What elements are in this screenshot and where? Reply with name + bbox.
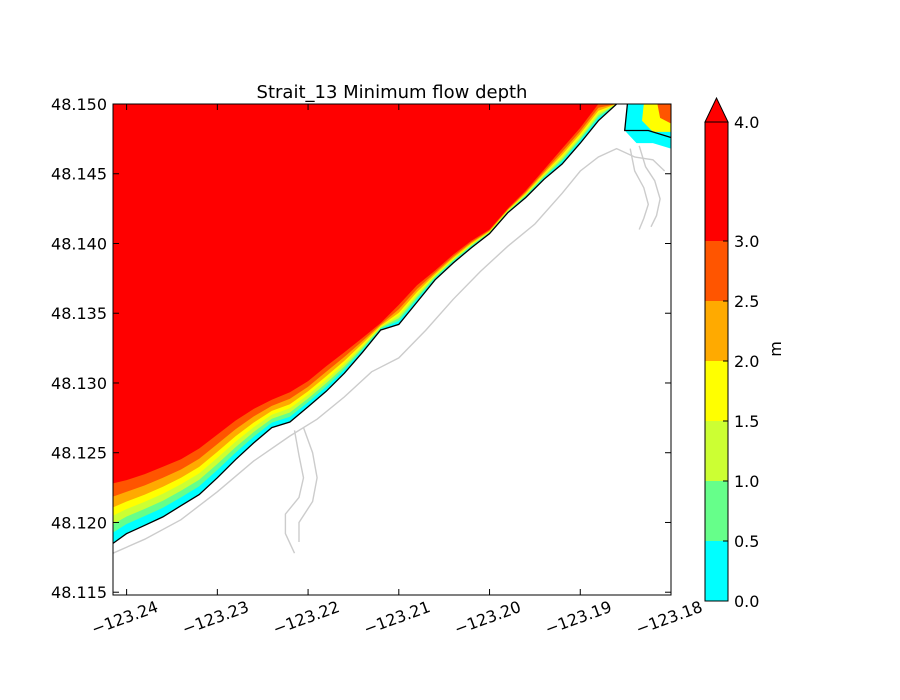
pond-shoreline xyxy=(623,104,671,139)
colorbar-tick-label: 0.0 xyxy=(734,592,759,611)
x-tick-label: −123.19 xyxy=(543,597,615,639)
corner-pond-orange xyxy=(657,104,671,124)
colorbar-tick-label: 4.0 xyxy=(734,113,759,132)
colorbar-tick-label: 1.0 xyxy=(734,472,759,491)
x-tick-label: −123.21 xyxy=(361,597,433,639)
y-tick-label: 48.140 xyxy=(51,234,107,253)
x-tick-label: −123.24 xyxy=(89,597,161,639)
y-tick-label: 48.120 xyxy=(51,513,107,532)
colorbar-segment xyxy=(705,541,728,601)
plot-frame xyxy=(112,103,672,596)
colorbar: 0.0 0.5 1.0 1.5 2.0 2.5 3.0 4.0 xyxy=(704,96,759,611)
colorbar-segment xyxy=(705,241,728,301)
coastline-group xyxy=(113,104,671,554)
colorbar-segment xyxy=(705,481,728,541)
y-tick-label: 48.150 xyxy=(51,95,107,114)
grey-coast-line xyxy=(113,147,666,554)
depth-band-6 xyxy=(113,104,617,484)
x-tick-label: −123.22 xyxy=(270,597,342,639)
shoreline-black xyxy=(113,104,618,544)
grey-creek-line xyxy=(284,430,305,554)
grey-inlet-2-line xyxy=(638,145,661,228)
colorbar-tick-label: 0.5 xyxy=(734,532,759,551)
plot-area: −123.24 −123.23 −123.22 −123.21 −123.20 −123.… xyxy=(51,95,705,639)
colorbar-extend-arrow xyxy=(704,96,729,123)
grey-creek-2-line xyxy=(298,427,318,542)
y-axis: 48.115 48.120 48.125 48.130 48.135 48.140 48.1… xyxy=(51,95,671,602)
y-tick-label: 48.145 xyxy=(51,165,107,184)
colorbar-segment xyxy=(705,122,728,241)
x-tick-label: −123.23 xyxy=(180,597,252,639)
x-tick-label: −123.20 xyxy=(452,597,524,639)
colorbar-segment xyxy=(705,301,728,361)
colorbar-tick-label: 3.0 xyxy=(734,232,759,251)
colorbar-segment xyxy=(705,361,728,421)
colorbar-tick-label: 2.5 xyxy=(734,292,759,311)
x-tick-label: −123.18 xyxy=(633,597,705,639)
grey-inlet-line xyxy=(629,148,650,230)
depth-contour-layers xyxy=(113,104,671,544)
plot-title: Strait_13 Minimum flow depth xyxy=(257,82,528,103)
colorbar-tick-label: 2.0 xyxy=(734,352,759,371)
colorbar-label: m xyxy=(766,341,785,357)
colorbar-segment xyxy=(705,421,728,481)
y-tick-label: 48.115 xyxy=(51,583,107,602)
y-tick-label: 48.135 xyxy=(51,304,107,323)
y-tick-label: 48.125 xyxy=(51,444,107,463)
y-tick-label: 48.130 xyxy=(51,374,107,393)
colorbar-tick-label: 1.5 xyxy=(734,412,759,431)
